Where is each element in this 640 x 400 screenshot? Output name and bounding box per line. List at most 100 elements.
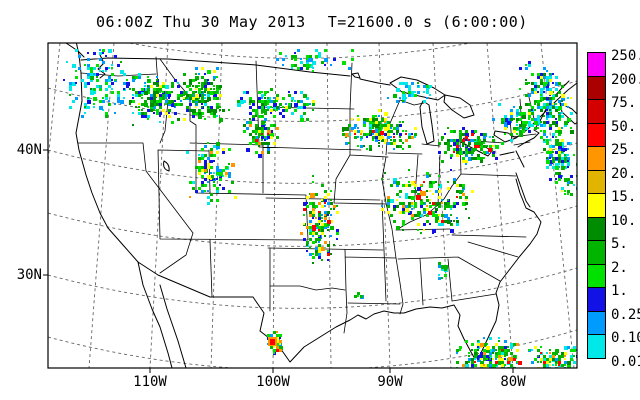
precip-cell bbox=[201, 175, 204, 178]
precip-cell bbox=[543, 97, 546, 100]
precip-cell bbox=[198, 169, 201, 172]
precip-cell bbox=[435, 211, 437, 213]
precip-cell bbox=[546, 352, 548, 354]
precip-cell bbox=[201, 190, 204, 193]
precip-cell bbox=[117, 100, 120, 103]
precip-cell bbox=[216, 97, 219, 100]
precip-cell bbox=[567, 184, 569, 186]
precip-cell bbox=[207, 82, 210, 85]
precip-cell bbox=[399, 145, 402, 148]
precip-cell bbox=[456, 361, 459, 364]
precip-cell bbox=[567, 163, 570, 166]
precip-cell bbox=[258, 133, 261, 136]
precip-cell bbox=[384, 142, 386, 144]
precip-cell bbox=[189, 100, 191, 102]
precip-cell bbox=[267, 148, 270, 151]
precip-cell bbox=[561, 100, 563, 102]
precip-cell bbox=[168, 100, 171, 103]
precip-cell bbox=[207, 163, 210, 166]
precip-cell bbox=[279, 340, 282, 343]
precip-cell bbox=[408, 94, 411, 97]
precip-cell bbox=[495, 352, 498, 355]
precip-cell bbox=[120, 100, 124, 104]
precip-cell bbox=[399, 136, 401, 138]
precip-cell bbox=[219, 175, 221, 177]
precip-cell bbox=[303, 208, 306, 211]
precip-cell bbox=[114, 103, 116, 105]
precip-cell bbox=[318, 226, 321, 229]
precip-cell bbox=[90, 73, 93, 76]
precip-cell bbox=[393, 205, 396, 208]
precip-cell bbox=[195, 94, 199, 98]
precip-cell bbox=[297, 106, 300, 109]
precip-cell bbox=[147, 85, 149, 87]
colorbar-label: 200. bbox=[611, 71, 640, 88]
precip-cell bbox=[447, 181, 449, 183]
precip-cell bbox=[87, 76, 90, 79]
precip-cell bbox=[465, 199, 467, 201]
precip-cell bbox=[513, 343, 516, 346]
precip-cell bbox=[153, 112, 155, 114]
precip-cell bbox=[483, 142, 485, 144]
precip-cell bbox=[417, 193, 420, 196]
precip-cell bbox=[165, 103, 167, 105]
precip-cell bbox=[297, 49, 300, 52]
colorbar-box bbox=[587, 287, 606, 312]
precip-cell bbox=[411, 208, 413, 210]
precip-cell bbox=[303, 112, 306, 115]
precip-cell bbox=[312, 262, 314, 264]
precip-cell bbox=[492, 364, 496, 368]
precip-cell bbox=[519, 112, 523, 116]
precip-cell bbox=[558, 151, 561, 154]
precip-cell bbox=[549, 151, 552, 154]
precip-cell bbox=[477, 154, 480, 157]
precip-cell bbox=[351, 58, 354, 61]
precip-cell bbox=[312, 205, 315, 208]
precip-cell bbox=[192, 187, 195, 190]
precip-cell bbox=[447, 142, 450, 145]
precip-cell bbox=[456, 145, 459, 148]
precip-cell bbox=[549, 355, 552, 358]
precip-cell bbox=[450, 169, 452, 171]
precip-cell bbox=[369, 124, 372, 127]
precip-cell bbox=[258, 115, 261, 118]
precip-cell bbox=[444, 268, 447, 271]
precip-cell bbox=[132, 97, 134, 99]
precip-cell bbox=[477, 355, 480, 358]
precip-cell bbox=[156, 85, 158, 87]
precip-cell bbox=[312, 256, 315, 259]
precip-cell bbox=[393, 181, 396, 184]
precip-cell bbox=[402, 100, 404, 102]
precip-cell bbox=[465, 364, 469, 368]
precip-cell bbox=[471, 364, 474, 367]
precip-cell bbox=[105, 79, 108, 82]
precip-cell bbox=[210, 175, 214, 179]
precip-cell bbox=[456, 196, 458, 198]
precip-cell bbox=[114, 79, 116, 81]
colorbar-box bbox=[587, 75, 606, 100]
precip-cell bbox=[378, 136, 382, 140]
precip-cell bbox=[381, 178, 383, 180]
precip-cell bbox=[414, 94, 417, 97]
precip-cell bbox=[228, 109, 230, 111]
precip-cell bbox=[159, 103, 162, 106]
precip-cell bbox=[558, 91, 561, 94]
precip-cell bbox=[147, 115, 150, 118]
precip-cell bbox=[393, 127, 396, 130]
precip-cell bbox=[474, 349, 477, 352]
precip-cell bbox=[189, 97, 192, 100]
precip-cell bbox=[216, 151, 219, 154]
precip-cell bbox=[510, 364, 513, 367]
precip-cell bbox=[555, 82, 559, 86]
precip-cell bbox=[564, 190, 566, 192]
precip-cell bbox=[384, 139, 387, 142]
precip-cell bbox=[501, 352, 504, 355]
precip-cell bbox=[321, 205, 324, 208]
precip-cell bbox=[204, 145, 207, 148]
precip-cell bbox=[159, 115, 161, 117]
precip-cell bbox=[312, 100, 315, 103]
precip-cell bbox=[123, 97, 125, 99]
precip-cell bbox=[213, 109, 217, 113]
precip-cell bbox=[465, 130, 468, 133]
precip-cell bbox=[279, 112, 282, 115]
